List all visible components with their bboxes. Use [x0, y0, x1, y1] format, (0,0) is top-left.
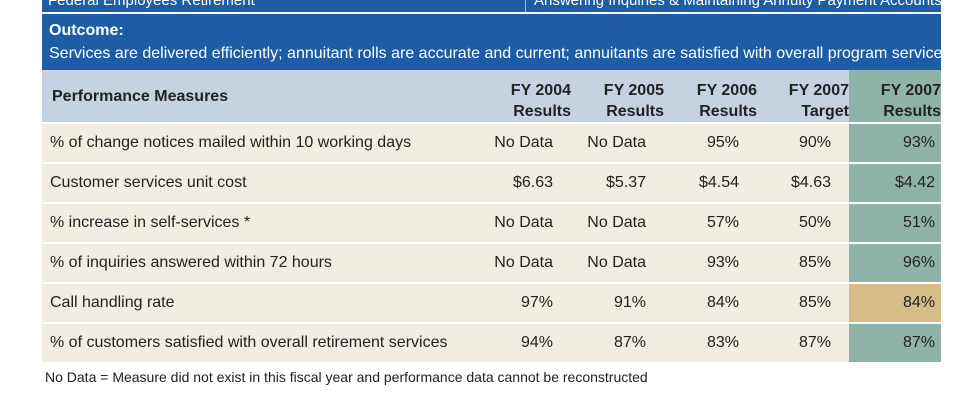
column-header-fy2007-results: FY 2007 Results — [849, 70, 941, 124]
column-header-fy2007-target: FY 2007 Target — [757, 70, 849, 124]
measure-cell: Customer services unit cost — [42, 162, 458, 203]
outcome-box: Outcome: Services are delivered efficien… — [42, 12, 955, 70]
fy2004-results-cell: No Data — [458, 122, 571, 163]
column-header-year: FY 2004 — [510, 82, 571, 99]
fy2006-results-cell: 95% — [664, 122, 757, 163]
fy2005-results-cell: 91% — [571, 282, 664, 323]
fy2006-results-cell: 57% — [664, 202, 757, 243]
performance-table: Performance Measures FY 2004 Results FY 2… — [42, 70, 941, 362]
column-header-kind: Target — [801, 103, 849, 120]
column-header-kind: Results — [606, 103, 664, 120]
fy2007-target-cell: 85% — [757, 242, 849, 283]
measure-cell: % increase in self-services * — [42, 202, 458, 243]
fy2004-results-cell: 97% — [458, 282, 571, 323]
program-title: Federal Employees Retirement — [48, 0, 255, 9]
table-header-row: Performance Measures FY 2004 Results FY 2… — [42, 70, 941, 124]
column-header-kind: Results — [513, 103, 571, 120]
fy2005-results-cell: No Data — [571, 122, 664, 163]
table-row: % increase in self-services * No Data No… — [42, 202, 941, 243]
fy2005-results-cell: 87% — [571, 322, 664, 362]
column-header-kind: Results — [883, 103, 941, 120]
fy2006-results-cell: 84% — [664, 282, 757, 323]
table-row: Call handling rate 97% 91% 84% 85% 84% — [42, 282, 941, 323]
fy2007-results-cell: 96% — [849, 242, 941, 283]
fy2006-results-cell: 93% — [664, 242, 757, 283]
column-header-fy2006: FY 2006 Results — [664, 70, 757, 124]
table-row: % of customers satisfied with overall re… — [42, 322, 941, 362]
column-header-year: FY 2007 — [788, 82, 849, 99]
measure-cell: % of change notices mailed within 10 wor… — [42, 122, 458, 163]
column-header-measures: Performance Measures — [42, 70, 458, 124]
fy2007-target-cell: $4.63 — [757, 162, 849, 203]
column-header-year: FY 2005 — [603, 82, 664, 99]
fy2004-results-cell: 94% — [458, 322, 571, 362]
table-row: Customer services unit cost $6.63 $5.37 … — [42, 162, 941, 203]
column-header-fy2004: FY 2004 Results — [458, 70, 571, 124]
fy2007-target-cell: 85% — [757, 282, 849, 323]
fy2005-results-cell: No Data — [571, 202, 664, 243]
fy2004-results-cell: No Data — [458, 202, 571, 243]
fy2007-target-cell: 50% — [757, 202, 849, 243]
section-header-bar: Federal Employees Retirement Answering I… — [42, 0, 941, 12]
measure-cell: Call handling rate — [42, 282, 458, 323]
fy2007-results-cell: $4.42 — [849, 162, 941, 203]
activity-title: Answering Inquiries & Maintaining Annuit… — [534, 0, 941, 9]
measure-cell: % of customers satisfied with overall re… — [42, 322, 458, 362]
measure-cell: % of inquiries answered within 72 hours — [42, 242, 458, 283]
outcome-label: Outcome: — [49, 22, 124, 39]
outcome-text: Services are delivered efficiently; annu… — [49, 45, 955, 62]
column-header-label: Performance Measures — [52, 87, 229, 105]
fy2007-target-cell: 90% — [757, 122, 849, 163]
fy2006-results-cell: $4.54 — [664, 162, 757, 203]
table-row: % of change notices mailed within 10 wor… — [42, 122, 941, 163]
column-header-year: FY 2007 — [880, 82, 941, 99]
column-header-fy2005: FY 2005 Results — [571, 70, 664, 124]
fy2004-results-cell: $6.63 — [458, 162, 571, 203]
column-header-kind: Results — [699, 103, 757, 120]
table-row: % of inquiries answered within 72 hours … — [42, 242, 941, 283]
fy2005-results-cell: No Data — [571, 242, 664, 283]
footnote: No Data = Measure did not exist in this … — [45, 369, 648, 385]
fy2007-results-cell: 87% — [849, 322, 941, 362]
header-divider — [525, 0, 526, 12]
fy2005-results-cell: $5.37 — [571, 162, 664, 203]
fy2004-results-cell: No Data — [458, 242, 571, 283]
fy2007-results-cell: 93% — [849, 122, 941, 163]
column-header-year: FY 2006 — [696, 82, 757, 99]
fy2007-results-cell: 84% — [849, 282, 941, 323]
fy2007-results-cell: 51% — [849, 202, 941, 243]
fy2007-target-cell: 87% — [757, 322, 849, 362]
fy2006-results-cell: 83% — [664, 322, 757, 362]
